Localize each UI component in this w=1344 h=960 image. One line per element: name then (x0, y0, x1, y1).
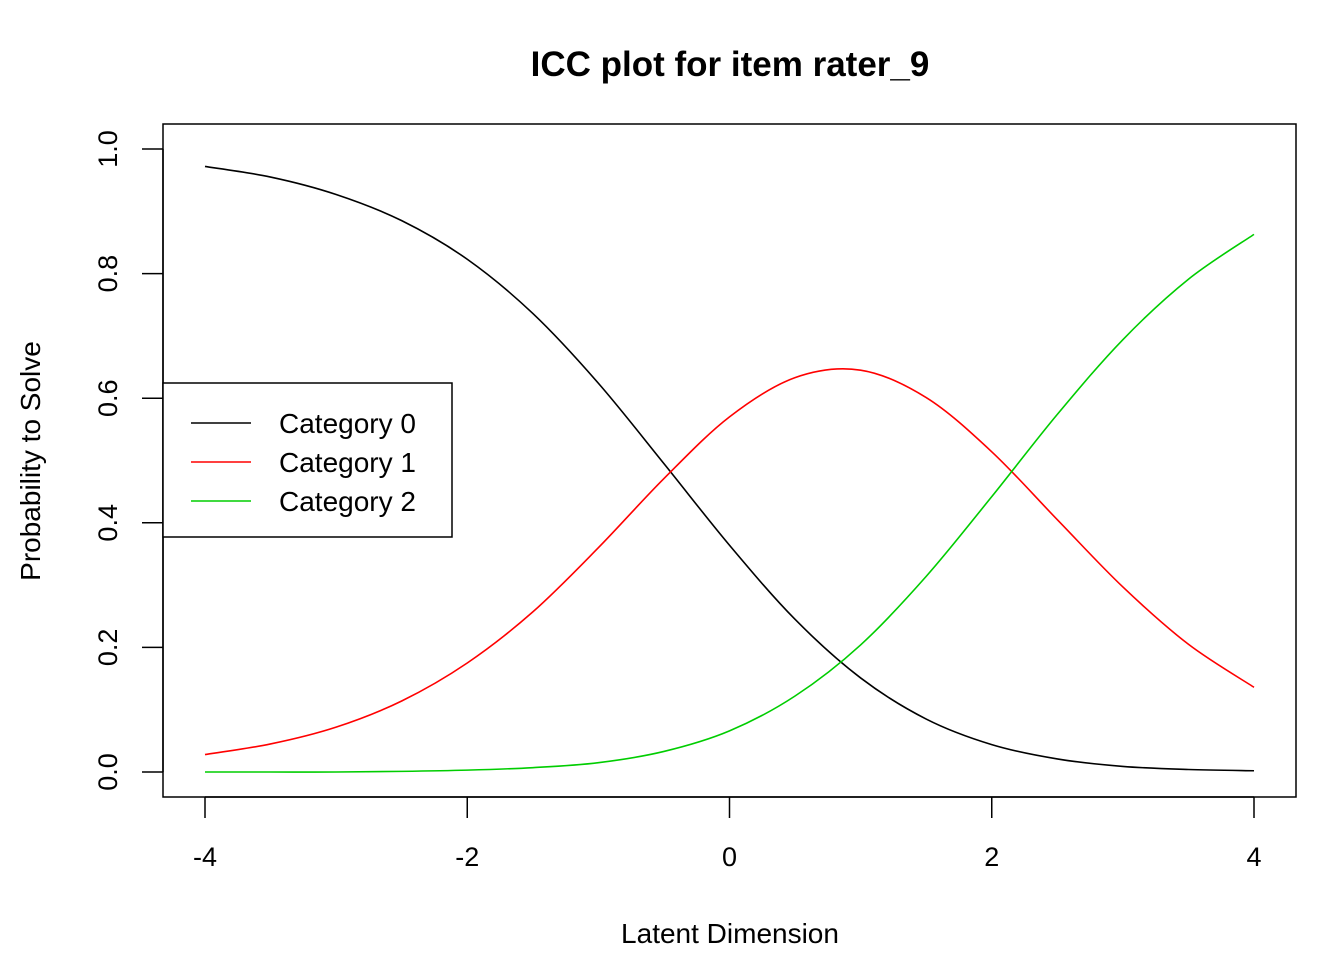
series-line-category-1 (204, 368, 1255, 756)
legend-box (162, 382, 453, 538)
y-tick-label: 0.2 (93, 629, 123, 667)
y-tick-label: 0.6 (93, 379, 123, 417)
legend: Category 0 Category 1 Category 2 (162, 382, 453, 538)
x-axis-label: Latent Dimension (621, 918, 839, 949)
y-tick-label: 0.0 (93, 753, 123, 791)
chart-title: ICC plot for item rater_9 (531, 45, 930, 84)
curves (204, 165, 1255, 773)
series-line-category-2 (205, 233, 1255, 773)
series-line-category-0 (204, 165, 1255, 772)
x-tick-label: -2 (455, 842, 479, 872)
x-axis: -4 -2 0 2 4 (193, 796, 1262, 872)
y-tick-label: 0.8 (93, 255, 123, 293)
x-tick-label: 4 (1246, 842, 1261, 872)
legend-label: Category 2 (279, 486, 416, 517)
x-tick-label: 2 (984, 842, 999, 872)
legend-label: Category 0 (279, 408, 416, 439)
y-axis: 0.0 0.2 0.4 0.6 0.8 1.0 (93, 130, 164, 791)
y-axis-label: Probability to Solve (15, 341, 46, 581)
legend-label: Category 1 (279, 447, 416, 478)
y-tick-label: 0.4 (93, 504, 123, 542)
y-tick-label: 1.0 (93, 130, 123, 168)
x-tick-label: -4 (193, 842, 217, 872)
x-tick-label: 0 (722, 842, 737, 872)
